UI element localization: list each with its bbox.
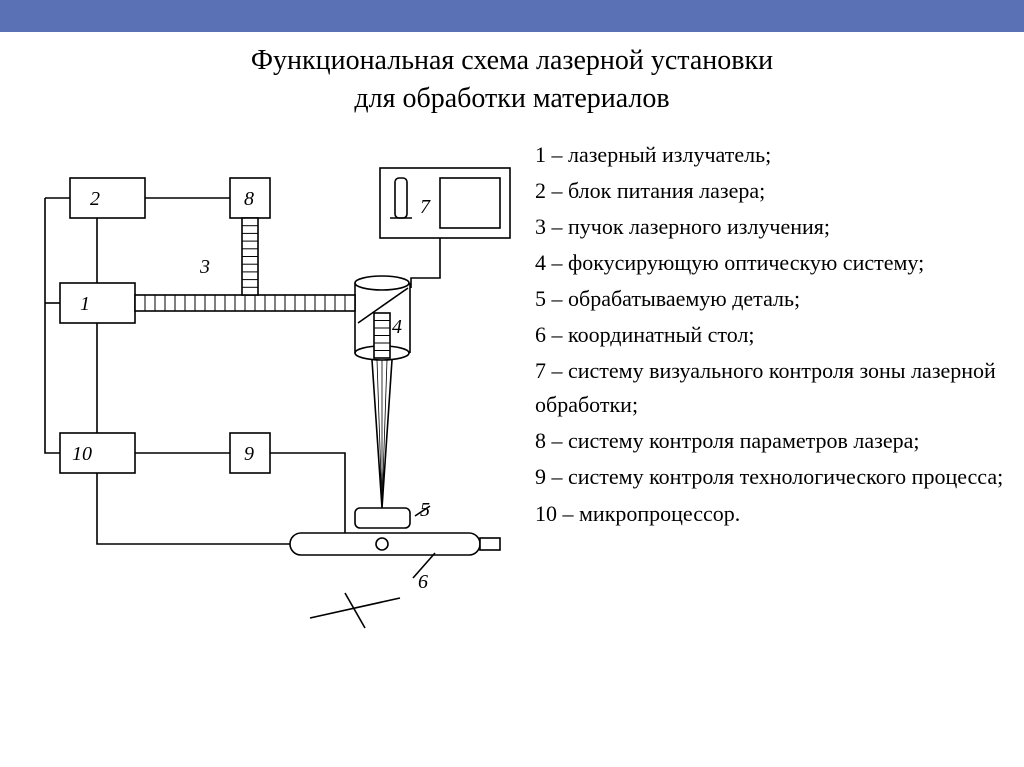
content-row: 1 2 8 10 9 7 4 3 5 6 1 – лазерный излучатель; 2 –… (0, 138, 1024, 698)
svg-text:7: 7 (420, 196, 431, 218)
legend-item-5: 5 – обрабатываемую деталь; (535, 282, 1004, 316)
schematic-diagram: 1 2 8 10 9 7 4 3 5 6 (0, 138, 530, 698)
svg-text:6: 6 (418, 571, 428, 593)
legend-item-7: 7 – систему визуального контроля зоны ла… (535, 354, 1004, 422)
schematic-svg: 1 2 8 10 9 7 4 3 5 6 (0, 138, 530, 698)
legend-item-3: 3 – пучок лазерного излучения; (535, 210, 1004, 244)
page-title: Функциональная схема лазерной установки … (0, 42, 1024, 118)
legend-item-9: 9 – систему контроля технологического пр… (535, 460, 1004, 494)
svg-text:3: 3 (199, 256, 210, 278)
legend-item-6: 6 – координатный стол; (535, 318, 1004, 352)
legend-item-4: 4 – фокусирующую оптическую систему; (535, 246, 1004, 280)
svg-text:9: 9 (244, 443, 254, 465)
svg-text:8: 8 (244, 188, 254, 210)
svg-text:4: 4 (392, 316, 402, 338)
legend-item-1: 1 – лазерный излучатель; (535, 138, 1004, 172)
svg-text:1: 1 (80, 293, 90, 315)
legend-item-2: 2 – блок питания лазера; (535, 174, 1004, 208)
top-bar (0, 0, 1024, 32)
legend-list: 1 – лазерный излучатель; 2 – блок питани… (530, 138, 1024, 698)
title-line-2: для обработки материалов (0, 80, 1024, 118)
svg-text:10: 10 (72, 443, 92, 465)
svg-text:2: 2 (90, 188, 100, 210)
svg-text:5: 5 (420, 499, 430, 521)
legend-item-10: 10 – микропроцессор. (535, 497, 1004, 531)
legend-item-8: 8 – систему контроля параметров лазера; (535, 424, 1004, 458)
title-line-1: Функциональная схема лазерной установки (0, 42, 1024, 80)
